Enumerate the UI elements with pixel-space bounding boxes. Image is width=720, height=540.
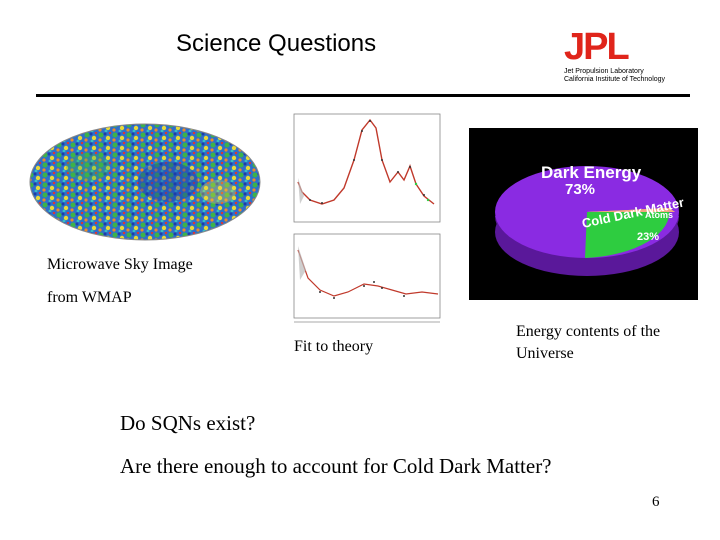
slide-title: Science Questions [176,30,377,57]
jpl-wordmark: JPL [564,26,630,68]
question-cold-dark-matter: Are there enough to account for Cold Dar… [120,454,552,478]
microwave-caption-line1: Microwave Sky Image [47,256,193,273]
page-number: 6 [652,494,660,510]
pie-label-dark-energy: Dark Energy [541,163,642,182]
pie-label-atoms: Atoms [645,210,673,220]
question-sqn-exist: Do SQNs exist? [120,411,256,435]
pie-value-dark-energy: 73% [565,181,595,198]
fit-caption: Fit to theory [294,338,374,355]
jpl-logo: JPL Jet Propulsion Laboratory California… [556,26,672,84]
microwave-caption-line2: from WMAP [47,289,132,306]
pie-value-cold-dark-matter: 23% [637,231,659,243]
energy-contents-pie-image: Dark Energy 73% Cold Dark Matter 23% Ato… [469,128,698,300]
jpl-subtitle-line1: Jet Propulsion Laboratory [564,68,644,75]
title-divider [36,94,690,97]
energy-caption: Energy contents of the Universe [516,323,661,362]
microwave-sky-map-image [29,123,261,241]
jpl-subtitle-line2: California Institute of Technology [564,76,666,83]
power-spectrum-plot-image [264,100,446,332]
